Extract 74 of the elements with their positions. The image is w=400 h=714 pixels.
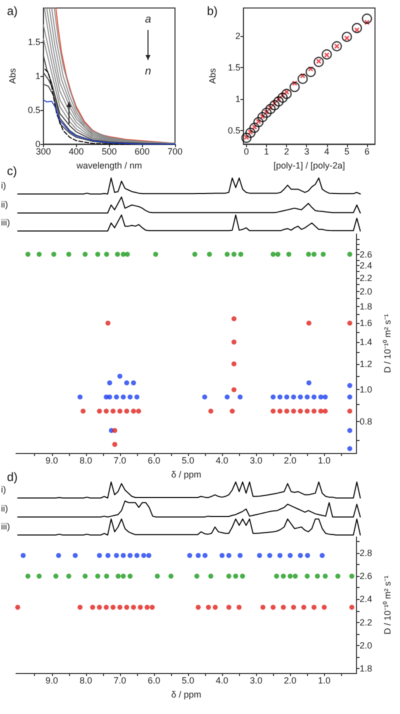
annotation: a [145,14,152,26]
y-tick-label: 1.0 [360,384,372,395]
y-tick-label: 0.8 [360,416,372,426]
x-tick-label: 1 [264,146,270,157]
y-tick-label: 2.6 [360,249,372,260]
x-tick-label: 7.0 [114,676,126,686]
y-tick-label: 2.0 [360,640,372,650]
y-tick-label: 2.4 [360,594,372,604]
y-axis-title: Abs [208,68,218,84]
x-tick-label: 5.0 [182,676,194,686]
y-axis-title: i) [1,180,6,190]
y-tick-label: 1.5 [28,37,40,48]
x-axis-title: δ / ppm [171,689,202,700]
x-tick-label: 500 [102,146,117,157]
y-tick-label: 2 [235,31,240,42]
annotation: n [145,66,152,78]
y-tick-label: 1.6 [360,318,372,328]
x-tick-label: 2.0 [284,676,296,686]
x-axis-title: [poly-1] / [poly-2a] [273,160,345,170]
x-tick-label: 0 [244,146,249,157]
y-tick-label: 1.8 [360,301,372,312]
x-axis-title: δ / ppm [171,469,202,480]
x-tick-label: 400 [68,146,84,157]
x-tick-label: 6.0 [148,456,160,466]
y-axis-title: Abs [8,68,18,84]
x-tick-label: 1.0 [318,456,330,466]
x-tick-label: 300 [36,146,51,157]
x-tick-label: 8.0 [80,456,92,466]
y-tick-label: 2.0 [360,286,372,296]
y-tick-label: 1.8 [360,663,372,674]
y-tick-label: 2.6 [360,571,372,582]
chart-title: a) [7,4,18,18]
y-axis-title: iii) [1,522,10,532]
y-tick-label: 2.2 [360,617,372,628]
x-tick-label: 8.0 [80,676,92,686]
x-tick-label: 4.0 [216,676,228,686]
y-axis-title: ii) [1,200,8,210]
chart-title: d) [7,470,18,484]
x-tick-label: 4.0 [216,456,228,466]
y-tick-label: 1 [35,71,40,82]
x-tick-label: 4 [324,146,330,157]
x-tick-label: 6 [364,146,370,157]
y-tick-label: 2.2 [360,272,372,283]
y-axis-title: D / 10⁻¹⁰ m² s⁻¹ [382,314,392,374]
x-tick-label: 6.0 [148,676,160,686]
y-tick-label: 2.8 [360,548,372,558]
y-axis-title: iii) [1,218,10,228]
x-tick-label: 1.0 [318,676,330,686]
y-tick-label: 1.2 [360,358,372,369]
x-tick-label: 5.0 [182,456,194,466]
y-axis-title: i) [1,484,6,494]
x-tick-label: 3.0 [250,676,262,686]
y-tick-label: 1.4 [360,337,372,348]
y-tick-label: 0.5 [228,125,240,136]
chart-title: c) [7,164,17,178]
y-tick-label: 0 [35,139,40,150]
y-tick-label: 1.5 [228,62,240,73]
x-tick-label: 600 [134,146,150,157]
chart-title: b) [207,4,218,18]
y-axis-title: ii) [1,504,8,514]
x-tick-label: 9.0 [46,676,58,686]
y-tick-label: 2.4 [360,260,372,271]
y-axis-title: D / 10⁻¹⁰ m² s⁻¹ [382,575,392,635]
x-tick-label: 9.0 [46,456,58,466]
x-tick-label: 7.0 [114,456,126,466]
x-tick-label: 3.0 [250,456,262,466]
x-tick-label: 2.0 [284,456,296,466]
x-tick-label: 5 [344,146,350,157]
x-tick-label: 700 [167,146,183,157]
x-tick-label: 3 [304,146,310,157]
x-axis-title: wavelength / nm [75,160,142,170]
x-tick-label: 2 [284,146,290,157]
y-tick-label: 1 [235,94,240,104]
y-tick-label: 0.5 [28,105,40,116]
